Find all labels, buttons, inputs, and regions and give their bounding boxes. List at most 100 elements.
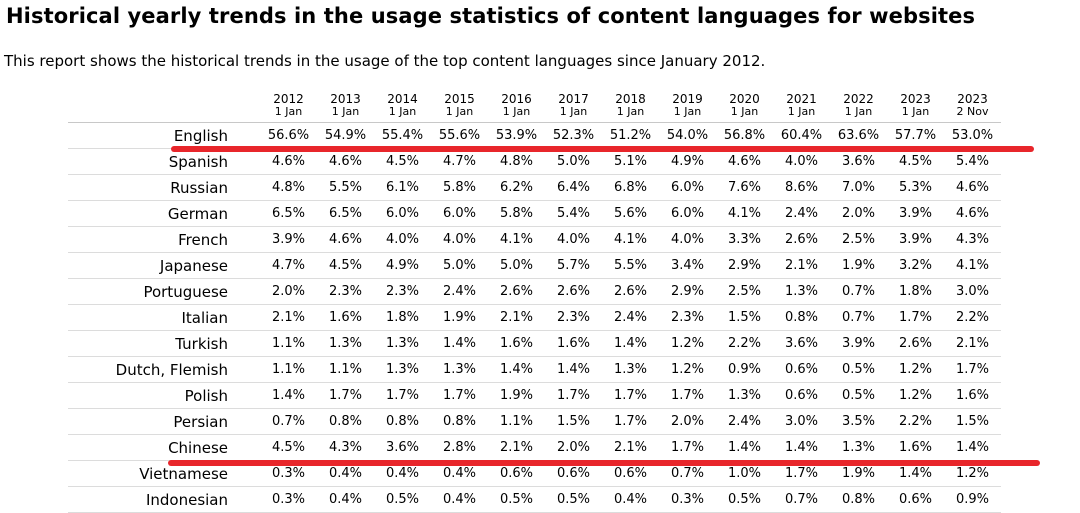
- usage-value: 5.8%: [488, 200, 545, 227]
- usage-value: 1.4%: [545, 356, 602, 383]
- usage-value: 57.7%: [887, 122, 944, 149]
- usage-value: 0.5%: [830, 382, 887, 409]
- usage-value: 0.5%: [716, 486, 773, 513]
- usage-value: 2.3%: [545, 304, 602, 331]
- intro-text: This report shows the historical trends …: [4, 52, 766, 70]
- usage-value: 2.6%: [488, 278, 545, 305]
- usage-value: 1.9%: [830, 252, 887, 279]
- page-title: Historical yearly trends in the usage st…: [6, 4, 976, 28]
- usage-value: 3.6%: [773, 330, 830, 357]
- usage-value: 1.4%: [716, 434, 773, 461]
- usage-value: 2.0%: [830, 200, 887, 227]
- column-header: 2016 1 Jan: [488, 88, 545, 123]
- language-name: Turkish: [68, 330, 260, 357]
- column-header: 2021 1 Jan: [773, 88, 830, 123]
- usage-value: 3.9%: [260, 226, 317, 253]
- usage-value: 0.9%: [944, 486, 1001, 513]
- usage-value: 4.1%: [716, 200, 773, 227]
- usage-value: 3.9%: [887, 226, 944, 253]
- column-header: 2019 1 Jan: [659, 88, 716, 123]
- table-row: Chinese 4.5% 4.3% 3.6% 2.8% 2.1% 2.0% 2.1% 1.7% 1…: [68, 434, 1001, 461]
- usage-value: 4.0%: [773, 148, 830, 175]
- usage-value: 56.8%: [716, 122, 773, 149]
- usage-value: 4.6%: [260, 148, 317, 175]
- usage-value: 2.9%: [716, 252, 773, 279]
- column-year: 2015: [444, 92, 475, 106]
- usage-value: 6.8%: [602, 174, 659, 201]
- usage-value: 5.5%: [317, 174, 374, 201]
- column-header: 2022 1 Jan: [830, 88, 887, 123]
- usage-value: 1.4%: [773, 434, 830, 461]
- usage-value: 55.4%: [374, 122, 431, 149]
- usage-value: 1.7%: [602, 382, 659, 409]
- usage-value: 1.6%: [944, 382, 1001, 409]
- usage-value: 1.3%: [602, 356, 659, 383]
- usage-value: 2.1%: [602, 434, 659, 461]
- column-header: 2023 1 Jan: [887, 88, 944, 123]
- usage-value: 4.5%: [260, 434, 317, 461]
- usage-value: 5.6%: [602, 200, 659, 227]
- usage-value: 0.4%: [602, 486, 659, 513]
- usage-value: 7.0%: [830, 174, 887, 201]
- table-row: Persian 0.7% 0.8% 0.8% 0.8% 1.1% 1.5% 1.7% 2.0% 2…: [68, 408, 1001, 435]
- usage-value: 4.6%: [317, 148, 374, 175]
- table-row: Dutch, Flemish 1.1% 1.1% 1.3% 1.3% 1.4% 1.4% 1.…: [68, 356, 1001, 383]
- usage-value: 6.0%: [659, 200, 716, 227]
- usage-value: 4.7%: [431, 148, 488, 175]
- language-name: Indonesian: [68, 486, 260, 513]
- usage-value: 4.5%: [887, 148, 944, 175]
- usage-value: 1.3%: [716, 382, 773, 409]
- usage-value: 3.0%: [944, 278, 1001, 305]
- usage-value: 1.4%: [602, 330, 659, 357]
- language-name: Spanish: [68, 148, 260, 175]
- usage-value: 2.6%: [545, 278, 602, 305]
- usage-value: 60.4%: [773, 122, 830, 149]
- usage-value: 0.6%: [887, 486, 944, 513]
- usage-value: 0.7%: [830, 304, 887, 331]
- language-name: English: [68, 122, 260, 149]
- usage-value: 0.8%: [773, 304, 830, 331]
- usage-value: 4.5%: [374, 148, 431, 175]
- table-row: Spanish 4.6% 4.6% 4.5% 4.7% 4.8% 5.0% 5.1% 4.9% 4…: [68, 148, 1001, 175]
- usage-value: 6.4%: [545, 174, 602, 201]
- column-year: 2016: [501, 92, 532, 106]
- usage-value: 3.9%: [830, 330, 887, 357]
- column-header: 2014 1 Jan: [374, 88, 431, 123]
- usage-value: 0.5%: [488, 486, 545, 513]
- usage-value: 1.7%: [431, 382, 488, 409]
- usage-value: 1.4%: [431, 330, 488, 357]
- usage-value: 1.4%: [944, 434, 1001, 461]
- usage-value: 1.7%: [374, 382, 431, 409]
- usage-value: 1.6%: [545, 330, 602, 357]
- usage-value: 8.6%: [773, 174, 830, 201]
- column-date: 1 Jan: [730, 105, 759, 118]
- table-row: Indonesian 0.3% 0.4% 0.5% 0.4% 0.5% 0.5% 0.4% 0.…: [68, 486, 1001, 513]
- usage-value: 51.2%: [602, 122, 659, 149]
- usage-value: 0.8%: [317, 408, 374, 435]
- column-header: 2015 1 Jan: [431, 88, 488, 123]
- column-year: 2023: [957, 92, 988, 106]
- usage-value: 1.3%: [374, 356, 431, 383]
- table-row: German 6.5% 6.5% 6.0% 6.0% 5.8% 5.4% 5.6% 6.0% 4.…: [68, 200, 1001, 227]
- usage-value: 53.9%: [488, 122, 545, 149]
- usage-value: 52.3%: [545, 122, 602, 149]
- column-year: 2023: [900, 92, 931, 106]
- language-name: Chinese: [68, 434, 260, 461]
- column-header: 2017 1 Jan: [545, 88, 602, 123]
- usage-value: 1.3%: [374, 330, 431, 357]
- usage-value: 2.3%: [374, 278, 431, 305]
- column-year: 2014: [387, 92, 418, 106]
- usage-value: 63.6%: [830, 122, 887, 149]
- language-name: Portuguese: [68, 278, 260, 305]
- column-header: 2020 1 Jan: [716, 88, 773, 123]
- column-date: 1 Jan: [274, 105, 303, 118]
- column-year: 2012: [273, 92, 304, 106]
- usage-value: 3.0%: [773, 408, 830, 435]
- usage-value: 3.4%: [659, 252, 716, 279]
- usage-value: 2.4%: [602, 304, 659, 331]
- language-name: Polish: [68, 382, 260, 409]
- usage-value: 1.1%: [317, 356, 374, 383]
- table-body: English 56.6% 54.9% 55.4% 55.6% 53.9% 52.3% 51.…: [68, 122, 1001, 513]
- table-row: French 3.9% 4.6% 4.0% 4.0% 4.1% 4.0% 4.1% 4.0% 3.…: [68, 226, 1001, 253]
- column-year: 2020: [729, 92, 760, 106]
